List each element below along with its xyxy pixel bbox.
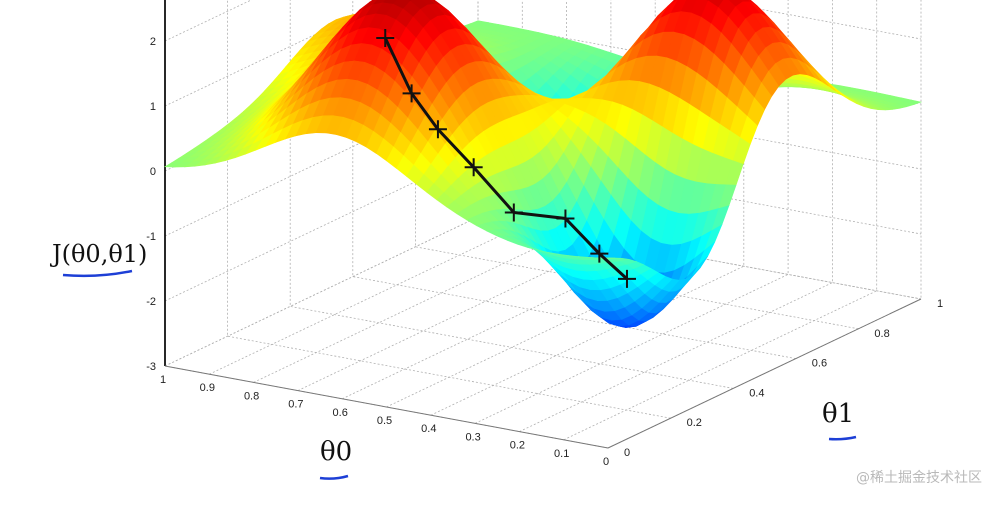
descent-path-marker [590,244,609,263]
axis-grid [164,0,922,449]
descent-path-marker [464,158,483,177]
x-tick-label: 0.5 [377,415,392,427]
y-axis-line [607,298,922,449]
axis-ticks: -3-2-1012300.10.20.30.40.50.60.70.80.910… [146,36,943,468]
watermark: @稀土掘金技术社区 [856,470,982,486]
descent-path [376,29,636,288]
y-axis-label-underline [828,435,857,441]
z-axis-label-underline [62,269,133,278]
x-tick-label: 0.6 [333,407,348,419]
descent-path-line [383,37,628,280]
surface-mesh [163,0,923,328]
x-tick-label: 0.9 [200,382,215,394]
x-axis-label: θ0 [320,437,352,467]
x-tick-label: 0.2 [510,440,525,452]
descent-path-marker [617,269,636,288]
x-tick-label: 0 [603,456,609,468]
z-tick-label: -1 [146,231,156,243]
y-tick-label: 0.4 [749,387,764,399]
z-axis-label: J(θ0,θ1) [49,240,147,268]
descent-path-marker [376,29,395,48]
z-tick-label: -3 [146,361,156,373]
x-tick-label: 0.8 [244,390,259,402]
x-tick-label: 1 [160,374,166,386]
y-tick-label: 0.8 [874,328,889,340]
z-tick-label: 0 [150,166,156,178]
y-axis-label: θ1 [822,399,854,429]
descent-path-marker [556,209,575,228]
x-tick-label: 0.1 [554,448,569,460]
z-tick-label: 2 [150,36,156,48]
y-tick-label: 0.6 [812,358,827,370]
z-tick-label: 1 [150,101,156,113]
descent-path-marker [504,203,523,222]
descent-path-marker [402,84,421,103]
descent-path-marker [428,120,447,139]
x-axis-line [164,365,609,449]
x-tick-label: 0.4 [421,423,436,435]
y-tick-label: 0 [624,447,630,459]
x-axis-label-underline [319,474,349,480]
y-tick-label: 1 [937,298,943,310]
x-tick-label: 0.3 [465,431,480,443]
y-tick-label: 0.2 [687,417,702,429]
z-tick-label: -2 [146,296,156,308]
x-tick-label: 0.7 [288,399,303,411]
